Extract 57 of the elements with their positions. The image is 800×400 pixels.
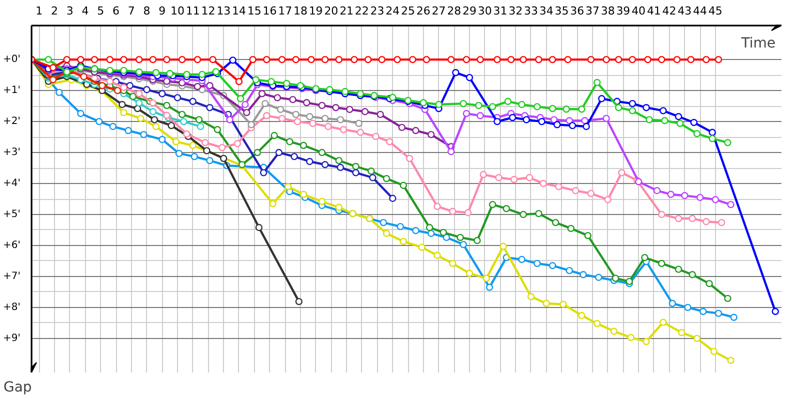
x-tick-label: 45 [708, 4, 722, 18]
y-tick-label: +6' [3, 240, 21, 251]
y-axis-title: Gap [4, 380, 32, 396]
y-tick-label: +7' [3, 270, 21, 282]
x-tick-label: 21 [340, 4, 354, 18]
x-tick-label: 11 [186, 4, 200, 18]
x-tick-label: 8 [143, 4, 150, 18]
x-tick-label: 24 [386, 4, 400, 18]
y-tick-label: +8' [3, 302, 21, 313]
x-tick-label: 29 [462, 4, 477, 18]
x-tick-label: 40 [632, 4, 646, 18]
x-tick-label: 10 [170, 4, 185, 18]
x-tick-label: 37 [585, 4, 600, 18]
x-tick-label: 22 [354, 4, 369, 18]
x-tick-label: 16 [262, 4, 277, 18]
x-tick-label: 14 [232, 4, 246, 18]
x-tick-label: 23 [370, 4, 384, 18]
y-tick-label: +3' [3, 147, 21, 158]
x-tick-label: 9 [158, 4, 166, 18]
x-tick-label: 41 [646, 4, 661, 18]
y-tick-label: +5' [3, 208, 21, 220]
x-tick-label: 39 [616, 4, 630, 18]
x-tick-label: 18 [293, 4, 308, 18]
x-tick-label: 25 [401, 4, 416, 18]
x-tick-label: 42 [662, 4, 676, 18]
y-tick-label: +1' [3, 85, 21, 96]
x-tick-label: 33 [524, 4, 538, 18]
y-tick-label: +0' [3, 54, 21, 66]
y-tick-label: +2' [3, 116, 21, 128]
y-tick-label: +4' [3, 178, 21, 190]
x-tick-label: 31 [493, 4, 508, 18]
x-tick-label: 36 [570, 4, 584, 18]
x-tick-label: 2 [51, 4, 58, 18]
x-axis-title: Time [740, 36, 776, 52]
x-tick-label: 12 [201, 4, 216, 18]
x-tick-label: 7 [128, 4, 135, 18]
x-tick-label: 30 [478, 4, 492, 18]
x-tick-label: 17 [278, 4, 292, 18]
x-tick-label: 34 [539, 4, 554, 18]
x-tick-label: 28 [447, 4, 462, 18]
x-tick-label: 4 [82, 4, 89, 18]
x-tick-label: 32 [508, 4, 523, 18]
x-tick-label: 15 [247, 4, 262, 18]
x-tick-label: 35 [554, 4, 569, 18]
x-tick-label: 1 [36, 4, 43, 18]
x-tick-label: 27 [432, 4, 446, 18]
x-tick-label: 20 [324, 4, 338, 18]
x-tick-label: 5 [97, 4, 104, 18]
x-tick-label: 26 [416, 4, 430, 18]
x-tick-label: 3 [66, 4, 74, 18]
x-tick-label: 44 [693, 4, 708, 18]
x-tick-label: 19 [308, 4, 323, 18]
y-tick-label: +9' [3, 332, 21, 344]
x-tick-label: 43 [678, 4, 692, 18]
x-tick-label: 38 [600, 4, 615, 18]
x-tick-label: 13 [216, 4, 231, 18]
x-tick-label: 6 [112, 4, 120, 18]
